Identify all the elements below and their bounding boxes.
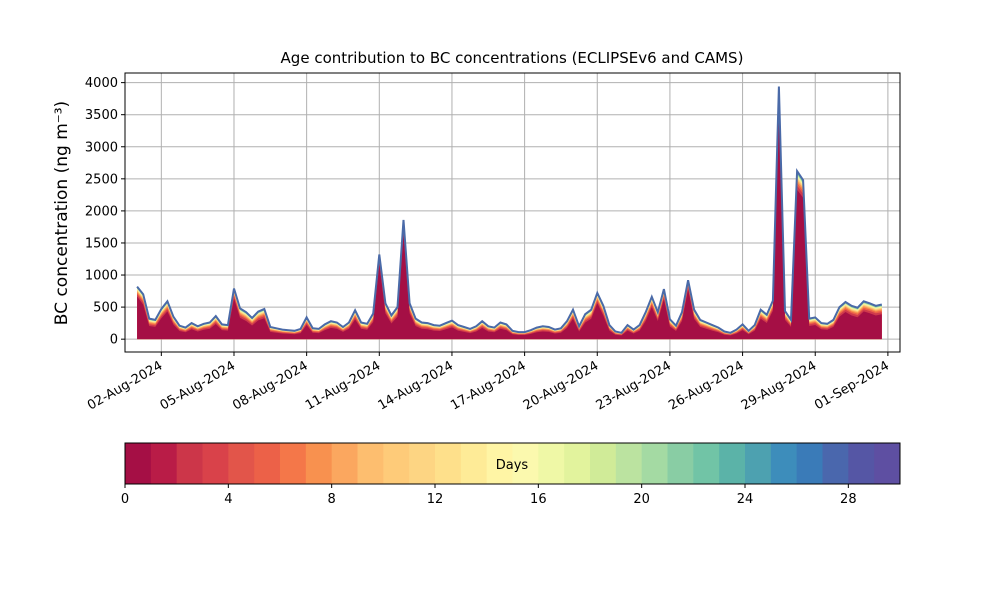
x-tick-label: 14-Aug-2024 bbox=[376, 358, 456, 413]
colorbar-tick-label: 20 bbox=[633, 492, 650, 507]
colorbar-segment bbox=[590, 443, 617, 484]
grid-lines bbox=[125, 73, 900, 352]
age-band-area bbox=[137, 97, 882, 340]
colorbar-segment bbox=[486, 443, 513, 484]
age-band-area bbox=[137, 92, 882, 340]
age-band-area bbox=[137, 114, 882, 340]
colorbar-segment bbox=[615, 443, 643, 484]
y-tick-label: 3500 bbox=[85, 108, 118, 123]
colorbar-segment bbox=[125, 443, 152, 484]
y-tick-label: 500 bbox=[93, 301, 118, 316]
age-contribution-areas bbox=[137, 86, 882, 340]
colorbar-tick-label: 0 bbox=[121, 492, 129, 507]
colorbar-segment bbox=[874, 443, 901, 484]
colorbar-segment bbox=[719, 443, 746, 484]
colorbar-segment bbox=[822, 443, 849, 484]
colorbar-segment bbox=[150, 443, 178, 484]
y-tick-label: 0 bbox=[110, 333, 118, 348]
y-tick-label: 2500 bbox=[85, 172, 118, 187]
colorbar-tick-label: 24 bbox=[737, 492, 754, 507]
age-band-area bbox=[137, 90, 882, 340]
colorbar-tick-label: 16 bbox=[530, 492, 547, 507]
y-tick-label: 2000 bbox=[85, 204, 118, 219]
colorbar-tick-label: 4 bbox=[224, 492, 232, 507]
x-tick-label: 17-Aug-2024 bbox=[448, 358, 528, 413]
colorbar-tick-label: 8 bbox=[328, 492, 336, 507]
colorbar-segment bbox=[512, 443, 539, 484]
age-band-area bbox=[137, 94, 882, 340]
x-tick-label: 23-Aug-2024 bbox=[594, 358, 674, 413]
y-tick-label: 4000 bbox=[85, 76, 118, 91]
y-tick-label: 3000 bbox=[85, 140, 118, 155]
total-line bbox=[136, 86, 883, 334]
x-tick-label: 01-Sep-2024 bbox=[812, 358, 892, 413]
colorbar-segment bbox=[254, 443, 281, 484]
x-tick-label: 20-Aug-2024 bbox=[521, 358, 601, 413]
y-axis: 0 500 1000 1500 2000 2500 3000 3500 4000 bbox=[85, 76, 125, 348]
y-axis-label: BC concentration (ng m⁻³) bbox=[52, 101, 72, 325]
chart-title: Age contribution to BC concentrations (E… bbox=[281, 49, 744, 67]
colorbar-segment bbox=[848, 443, 875, 484]
x-tick-label: 08-Aug-2024 bbox=[230, 358, 310, 413]
colorbar-segment bbox=[228, 443, 255, 484]
colorbar-segment bbox=[460, 443, 488, 484]
x-tick-label: 26-Aug-2024 bbox=[666, 358, 746, 413]
x-tick-label: 05-Aug-2024 bbox=[158, 358, 238, 413]
total-concentration-line bbox=[136, 86, 883, 334]
colorbar-segment bbox=[409, 443, 436, 484]
colorbar-label: Days bbox=[496, 458, 529, 473]
colorbar-segment bbox=[641, 443, 668, 484]
plot-frame bbox=[124, 72, 901, 353]
colorbar-segment bbox=[202, 443, 229, 484]
x-tick-label: 11-Aug-2024 bbox=[303, 358, 383, 413]
colorbar-segment bbox=[305, 443, 333, 484]
colorbar-segment bbox=[667, 443, 694, 484]
colorbar-tick-label: 28 bbox=[840, 492, 857, 507]
colorbar-segment bbox=[435, 443, 462, 484]
colorbar-segment bbox=[176, 443, 203, 484]
age-band-area bbox=[137, 108, 882, 340]
colorbar-segment bbox=[280, 443, 307, 484]
colorbar-segment bbox=[538, 443, 565, 484]
y-tick-label: 1000 bbox=[85, 269, 118, 284]
age-band-area bbox=[137, 86, 882, 340]
colorbar-segment bbox=[693, 443, 720, 484]
colorbar-segment bbox=[383, 443, 410, 484]
colorbar-frame bbox=[124, 442, 901, 485]
colorbar-segment bbox=[331, 443, 358, 484]
x-axis: 02-Aug-202405-Aug-202408-Aug-202411-Aug-… bbox=[85, 352, 892, 414]
colorbar-segment bbox=[796, 443, 823, 484]
age-band-area bbox=[137, 88, 882, 340]
colorbar-segment bbox=[745, 443, 772, 484]
colorbar-tick-label: 12 bbox=[427, 492, 444, 507]
age-band-area bbox=[137, 100, 882, 340]
colorbar-segment bbox=[564, 443, 591, 484]
x-tick-label: 29-Aug-2024 bbox=[739, 358, 819, 413]
colorbar-segment bbox=[357, 443, 384, 484]
y-tick-label: 1500 bbox=[85, 236, 118, 251]
colorbar: 0 4 8 12 16 20 24 28 bbox=[121, 442, 901, 507]
age-band-area bbox=[137, 103, 882, 340]
x-tick-label: 02-Aug-2024 bbox=[85, 358, 165, 413]
colorbar-segment bbox=[770, 443, 798, 484]
